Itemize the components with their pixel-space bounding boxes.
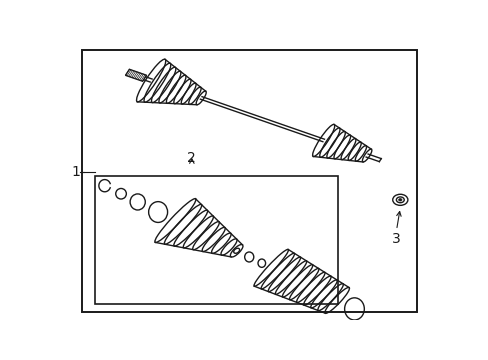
Text: 3: 3 bbox=[391, 232, 400, 246]
Bar bbox=[82, 50, 416, 312]
Bar bbox=[95, 176, 337, 304]
Circle shape bbox=[398, 199, 401, 201]
Text: 2: 2 bbox=[187, 151, 196, 165]
Text: 1: 1 bbox=[71, 165, 80, 179]
